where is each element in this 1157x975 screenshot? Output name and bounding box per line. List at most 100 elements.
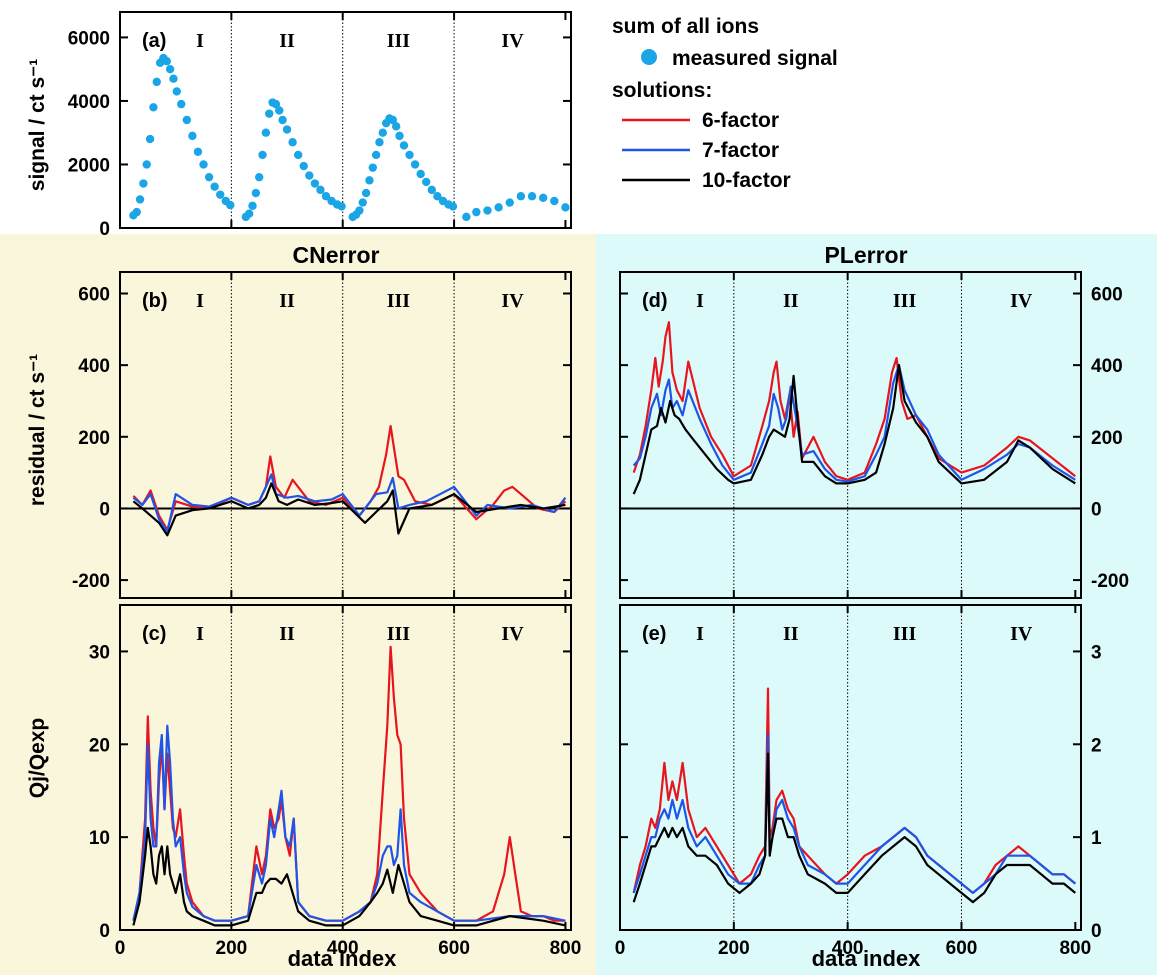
data-point [258, 150, 267, 160]
y-tick-label: 400 [1091, 356, 1123, 377]
data-point [265, 109, 274, 118]
y-tick-label: 200 [78, 428, 110, 449]
y-tick-label: 2 [1091, 735, 1102, 756]
data-point [416, 169, 425, 179]
y-tick-label: 0 [99, 499, 110, 520]
y-tick-label: -200 [1091, 571, 1129, 592]
data-point [483, 206, 492, 215]
data-point [448, 202, 458, 211]
data-point [358, 198, 367, 207]
data-point [142, 160, 151, 169]
data-point [278, 115, 287, 125]
data-point [505, 198, 514, 207]
x-tick-label: 0 [115, 938, 126, 959]
x-tick-label: 200 [718, 938, 750, 959]
data-point [210, 182, 219, 191]
legend-solutions: solutions: [612, 79, 712, 102]
x-tick-label: 400 [832, 938, 864, 959]
data-point [375, 138, 384, 147]
y-tick-label: 0 [1091, 921, 1102, 942]
panel-label: (a) [142, 30, 166, 52]
legend: sum of all ions measured signal solution… [612, 15, 838, 192]
plot-area [132, 645, 566, 927]
data-point [254, 172, 264, 182]
data-point [527, 192, 537, 201]
data-point [388, 115, 398, 125]
segment-label: I [696, 623, 704, 645]
segment-label: IV [501, 290, 524, 312]
legend-marker-measured [641, 49, 657, 65]
data-point [139, 179, 148, 188]
panel-label: (e) [642, 623, 666, 645]
data-point [149, 103, 158, 112]
y-tick-label: 1 [1091, 828, 1102, 849]
segment-label: IV [1010, 623, 1033, 645]
y-tick-label: 4000 [68, 92, 110, 113]
y-tick-label: 0 [1091, 499, 1102, 520]
series-line-10-factor [632, 364, 1076, 495]
data-point [368, 163, 377, 172]
plot-frame [119, 11, 572, 229]
y-tick-label: 200 [1091, 428, 1123, 449]
panel-b-ylabel: residual / ct s⁻¹ [26, 354, 49, 506]
data-point [162, 57, 171, 66]
plot-area [632, 687, 1076, 904]
data-point [391, 122, 401, 131]
data-point [226, 200, 235, 210]
segment-label: I [196, 623, 204, 645]
data-point [494, 203, 503, 212]
data-point [251, 188, 261, 198]
segment-label: II [279, 30, 295, 52]
data-point [216, 190, 225, 199]
data-point [472, 207, 481, 217]
data-point [361, 188, 371, 198]
data-point [193, 147, 203, 156]
plot-frame [119, 604, 572, 931]
y-tick-label: 10 [89, 828, 110, 849]
cnerror-title: CNerror [293, 242, 380, 268]
x-tick-label: 800 [550, 938, 582, 959]
series-line-7-factor [632, 733, 1076, 895]
data-point [462, 212, 471, 222]
segment-label: I [696, 290, 704, 312]
data-point [275, 106, 284, 115]
segment-label: III [387, 623, 411, 645]
data-point [299, 161, 308, 171]
plerror-title: PLerror [824, 242, 907, 268]
segment-label: III [893, 623, 917, 645]
data-point [355, 206, 364, 215]
data-point [182, 115, 192, 125]
data-point [395, 131, 404, 141]
segment-label: II [279, 290, 295, 312]
y-tick-label: 3 [1091, 642, 1102, 663]
data-point [293, 150, 303, 160]
data-point [365, 176, 374, 185]
panel-label: (b) [142, 290, 168, 312]
plot-area [632, 321, 1076, 495]
data-point [422, 177, 431, 187]
legend-title: sum of all ions [612, 15, 759, 38]
data-point [305, 171, 314, 180]
data-point [152, 77, 161, 87]
panel-e-xlabel: data index [812, 946, 922, 971]
x-tick-label: 600 [946, 938, 978, 959]
data-point [199, 160, 208, 169]
segment-label: II [783, 623, 799, 645]
data-point [410, 160, 420, 169]
series-line-7-factor [632, 364, 1076, 483]
segment-label: I [196, 290, 204, 312]
y-tick-label: 600 [78, 284, 110, 305]
y-tick-label: 0 [99, 219, 110, 240]
data-point [550, 196, 559, 206]
data-point [337, 202, 346, 211]
panel-c-xlabel: data index [288, 946, 398, 971]
data-point [244, 209, 254, 218]
data-point [145, 134, 155, 144]
data-point [371, 150, 381, 160]
x-tick-label: 400 [327, 938, 359, 959]
